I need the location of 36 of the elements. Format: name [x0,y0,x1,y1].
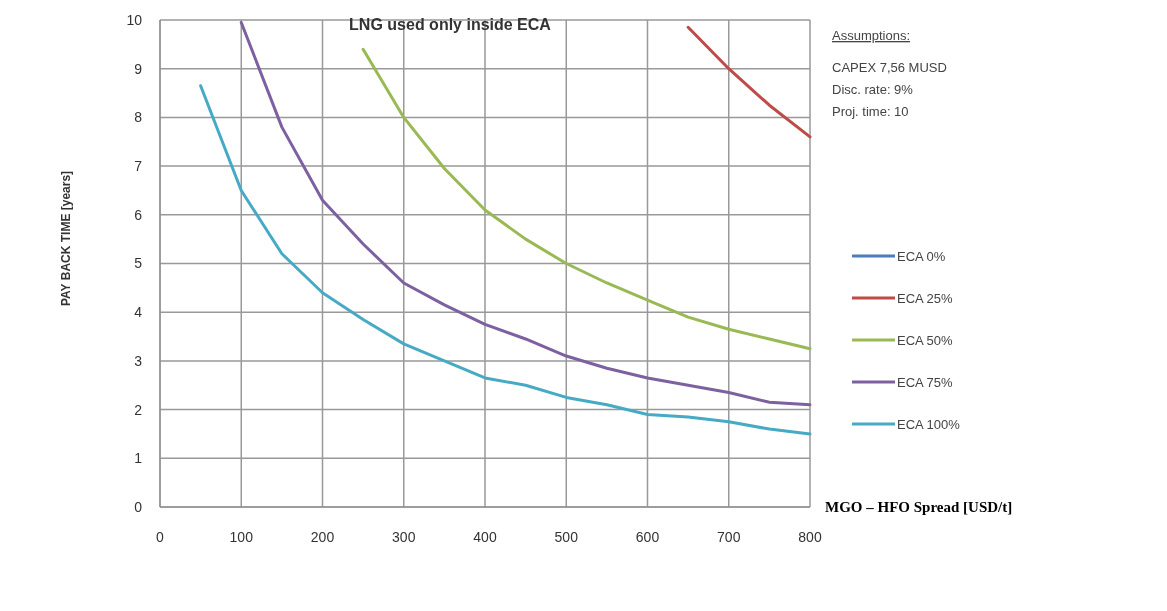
x-tick-label: 500 [554,529,579,545]
y-tick-label: 9 [134,60,143,77]
text: CAPEX 7,56 MUSD [832,60,947,75]
y-tick-label: 4 [134,304,143,321]
legend-label: ECA 0% [897,248,946,264]
line-series [361,47,812,351]
y-tick-label: 7 [134,158,143,174]
chart-title: LNG used only inside ECA [349,16,552,33]
legend-label: ECA 50% [897,332,954,348]
y-tick-label: 6 [134,206,143,223]
x-tick-label: 200 [310,529,335,545]
legend-label: ECA 100% [897,416,961,432]
x-tick-label: 600 [635,529,660,545]
x-axis-title: MGO – HFO Spread [USD/t] [825,499,1013,515]
y-tick-label: 2 [134,401,143,418]
x-tick-label: 800 [798,529,822,545]
y-tick-label: 5 [134,255,143,272]
text: Assumptions: [832,28,911,43]
legend-label: ECA 25% [897,290,954,306]
y-tick-label: 1 [134,450,143,467]
line-series [199,84,812,436]
x-tick-label: 400 [473,529,497,545]
text: Disc. rate: 9% [832,82,914,97]
line-series [686,25,812,139]
y-tick-label: 3 [134,352,143,369]
text: Proj. time: 10 [832,104,909,119]
x-tick-label: 300 [392,529,416,545]
y-tick-label: 8 [134,109,143,126]
x-tick-label: 100 [229,529,254,545]
x-tick-label: 700 [717,529,741,545]
y-axis-title: PAY BACK TIME [years] [59,170,73,307]
y-tick-label: 0 [134,498,143,515]
legend-label: ECA 75% [897,374,954,390]
line-series [239,20,812,407]
y-tick-label: 10 [126,11,143,28]
x-tick-label: 0 [156,529,165,545]
